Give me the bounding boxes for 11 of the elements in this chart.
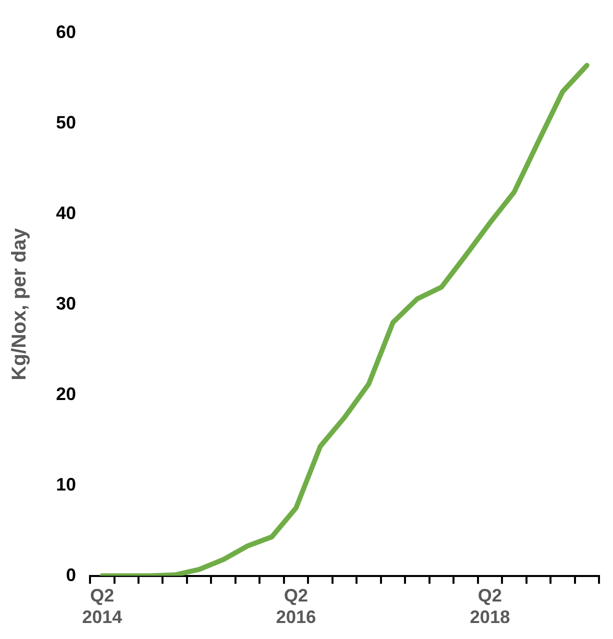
x-tick-label: Q2 2016 [276, 586, 316, 628]
y-axis-title: Kg/Nox, per day [8, 227, 31, 380]
y-tick-label: 0 [66, 564, 76, 585]
x-tick-label: Q2 2014 [82, 586, 122, 628]
y-tick-label: 10 [56, 474, 76, 494]
y-tick-label: 60 [56, 22, 76, 42]
y-tick-label: 30 [56, 293, 76, 314]
y-tick-label: 40 [56, 202, 76, 223]
y-tick-label: 50 [56, 112, 76, 132]
x-tick-label: Q2 2018 [470, 586, 510, 628]
y-tick-label: 20 [56, 384, 76, 404]
